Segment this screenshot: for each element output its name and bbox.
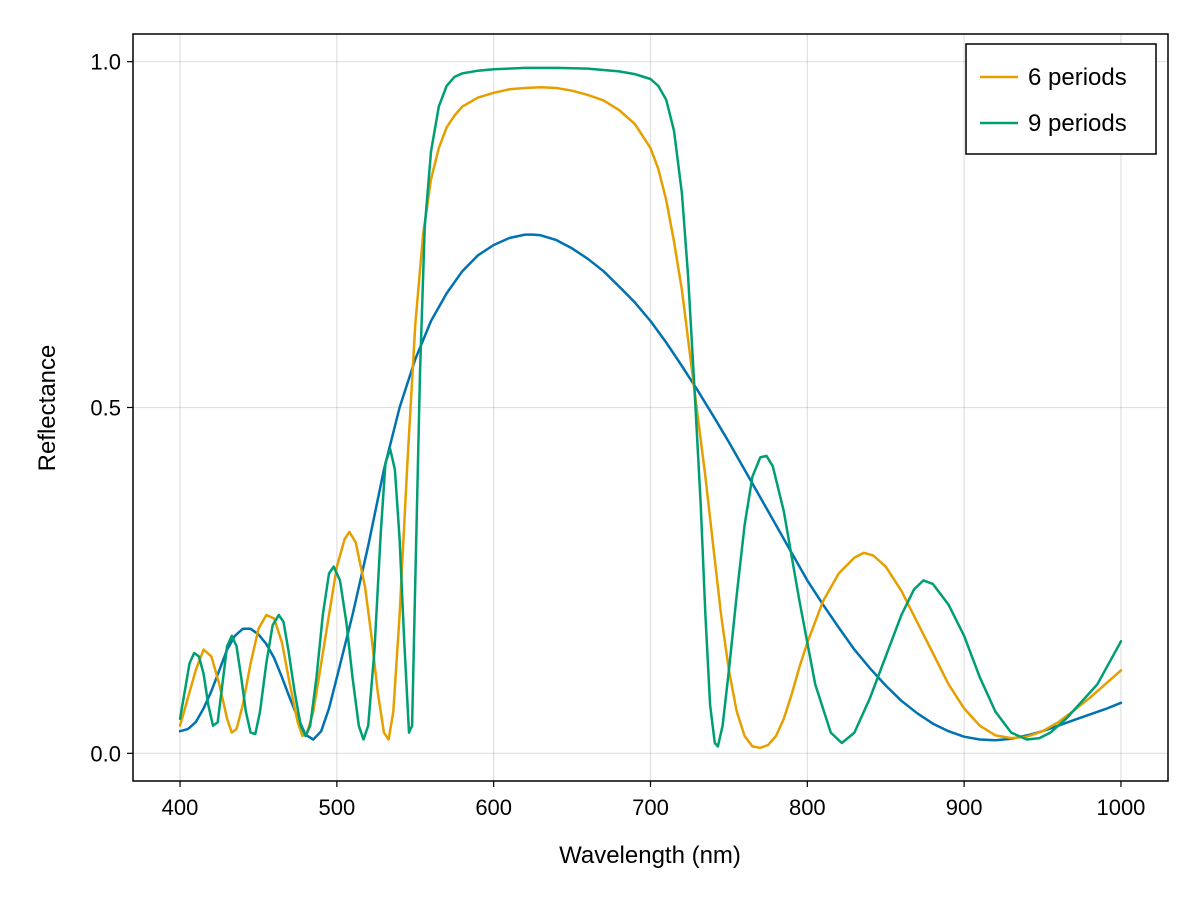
- x-tick-label: 1000: [1096, 795, 1145, 820]
- x-tick-label: 400: [162, 795, 199, 820]
- legend-label-6-periods: 6 periods: [1028, 64, 1127, 91]
- y-tick-label: 0.0: [90, 741, 121, 766]
- legend-label-9-periods: 9 periods: [1028, 110, 1127, 137]
- x-axis-ticks: 400 500 600 700 800 900 1000: [162, 781, 1145, 820]
- x-tick-label: 600: [475, 795, 512, 820]
- x-tick-label: 700: [632, 795, 669, 820]
- x-tick-label: 800: [789, 795, 826, 820]
- series-line-9-periods: [178, 66, 1123, 748]
- x-tick-label: 500: [319, 795, 356, 820]
- x-tick-label: 900: [946, 795, 983, 820]
- y-axis-label: Reflectance: [34, 345, 61, 472]
- series-layer: [178, 66, 1123, 750]
- x-axis-label: Wavelength (nm): [559, 842, 741, 869]
- series-line-3-periods: [178, 233, 1123, 742]
- y-tick-label: 1.0: [90, 50, 121, 75]
- legend: 6 periods 9 periods: [965, 43, 1157, 155]
- y-tick-label: 0.5: [90, 396, 121, 421]
- y-axis-ticks: 0.0 0.5 1.0: [90, 50, 133, 766]
- legend-box: [965, 43, 1157, 155]
- series-line-6-periods: [178, 86, 1123, 750]
